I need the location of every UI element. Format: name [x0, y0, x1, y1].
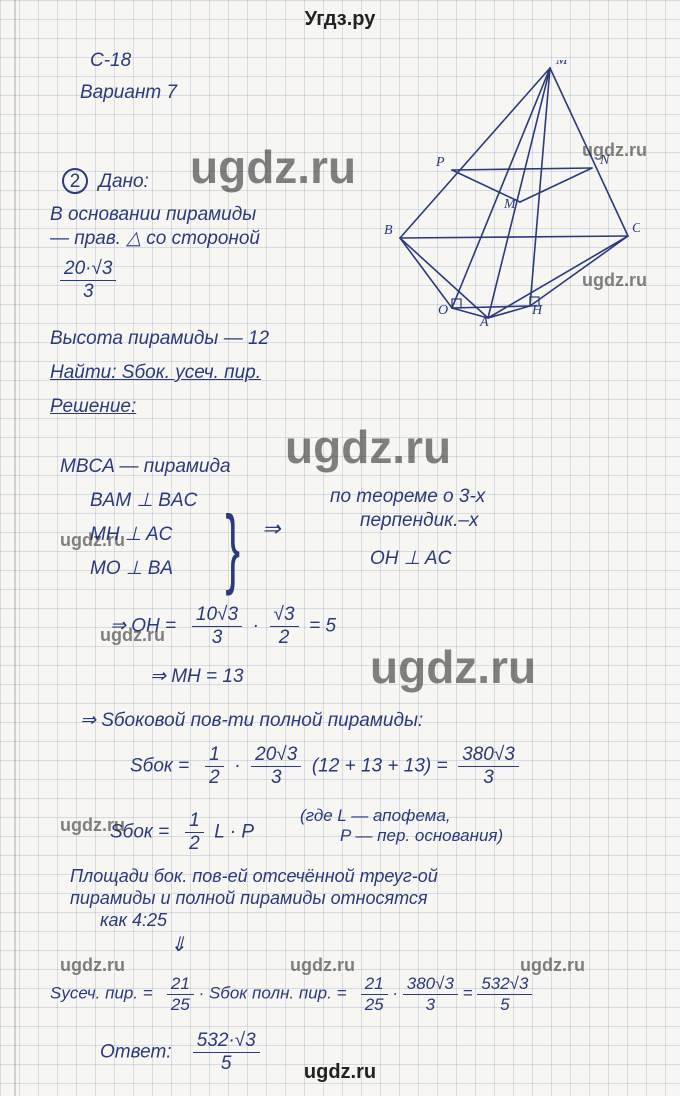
- frac2-num: 10√3: [192, 604, 242, 627]
- brace-icon: }: [225, 516, 240, 578]
- side-fraction: 20·√3 3: [60, 258, 116, 303]
- sbok2-eq: Sбок =: [110, 821, 169, 842]
- arrow-down-icon: ⇓: [170, 934, 187, 957]
- eq5: = 5: [309, 615, 336, 636]
- frac9-den: 25: [361, 995, 388, 1015]
- sbok-formula: Sбок = 1 2 · 20√3 3 (12 + 13 + 13) = 380…: [130, 744, 519, 789]
- heading-c18: С-18: [90, 50, 131, 72]
- paper-edge: [14, 0, 16, 1096]
- heading-variant: Вариант 7: [80, 82, 177, 104]
- given-label: Дано:: [99, 171, 149, 192]
- susech-eq: Sусеч. пир. =: [50, 984, 153, 1003]
- mh-line: ⇒ MH = 13: [150, 666, 244, 688]
- given-line-2: — прав. △ со стороной: [50, 228, 260, 250]
- theorem-perp: OH ⊥ AC: [370, 548, 451, 570]
- note-L: (где L — апофема,: [300, 806, 451, 826]
- sol-l12: MH ⊥ AC: [90, 524, 172, 546]
- LP: L · P: [214, 821, 254, 842]
- frac5-den: 3: [251, 767, 301, 789]
- frac8-den: 25: [167, 995, 194, 1015]
- site-footer: ugdz.ru: [0, 1061, 680, 1084]
- frac11-den: 5: [477, 995, 532, 1015]
- frac8-num: 21: [167, 974, 194, 995]
- answer-label: Ответ:: [100, 1041, 172, 1062]
- sol-l10: MBCA — пирамида: [60, 456, 231, 478]
- implies-1: ⇒: [262, 516, 280, 541]
- svg-text:O: O: [438, 303, 448, 318]
- frac6-num: 380√3: [458, 744, 519, 767]
- ratio-text-2: пирамиды и полной пирамиды относятся: [70, 888, 428, 909]
- svg-text:B: B: [384, 223, 393, 238]
- final-row: Sусеч. пир. = 21 25 · Sбок полн. пир. = …: [50, 974, 532, 1014]
- times-sbok: · Sбок полн. пир. =: [199, 984, 347, 1003]
- dot2: ·: [234, 755, 240, 776]
- sum: (12 + 13 + 13) =: [312, 755, 448, 776]
- svg-text:A: A: [479, 315, 489, 330]
- svg-text:P: P: [435, 155, 445, 170]
- frac3-den: 2: [270, 627, 299, 649]
- frac10-den: 3: [403, 995, 458, 1015]
- site-header: Угдз.ру: [0, 8, 680, 31]
- height-line: Высота пирамиды — 12: [50, 328, 269, 350]
- theorem-line-1: по теореме о 3-х: [330, 486, 485, 508]
- svg-text:H: H: [531, 303, 543, 318]
- frac9-num: 21: [361, 974, 388, 995]
- ratio-text-1: Площади бок. пов-ей отсечённой треуг-ой: [70, 866, 438, 887]
- svg-text:N: N: [599, 153, 610, 168]
- frac4-num: 1: [205, 744, 224, 767]
- sbok-eq: Sбок =: [130, 755, 189, 776]
- oh-eq: ⇒ OH =: [110, 615, 176, 636]
- frac10-num: 380√3: [403, 974, 458, 995]
- pyramid-diagram: M P N M B C O A H: [380, 60, 640, 330]
- ratio-text-3: как 4:25: [100, 910, 167, 931]
- frac4-den: 2: [205, 767, 224, 789]
- sbok-label: ⇒ Sбоковой пов-ти полной пирамиды:: [80, 710, 423, 732]
- svg-text:M: M: [555, 60, 569, 68]
- frac1-den: 3: [60, 281, 116, 303]
- theorem-line-2: перпендик.–х: [360, 510, 478, 532]
- sol-l13: MO ⊥ BA: [90, 558, 173, 580]
- frac12-num: 532·√3: [193, 1030, 260, 1053]
- dot3: ·: [392, 984, 398, 1003]
- svg-text:C: C: [632, 221, 640, 236]
- frac7-den: 2: [185, 833, 204, 855]
- eq-final: =: [463, 984, 473, 1003]
- frac3-num: √3: [270, 604, 299, 627]
- given-line-1: В основании пирамиды: [50, 204, 256, 226]
- frac2-den: 3: [192, 627, 242, 649]
- task-number-row: 2 Дано:: [62, 168, 149, 194]
- solution-label: Решение:: [50, 396, 136, 418]
- note-P: P — пер. основания): [340, 826, 503, 846]
- oh-row: ⇒ OH = 10√3 3 · √3 2 = 5: [110, 604, 336, 649]
- frac1-num: 20·√3: [60, 258, 116, 281]
- sbok-general: Sбок = 1 2 L · P: [110, 810, 254, 855]
- sol-l11: BAM ⊥ BAC: [90, 490, 197, 512]
- svg-text:M: M: [503, 197, 517, 212]
- find-line: Найти: Sбок. усеч. пир.: [50, 362, 261, 384]
- task-number: 2: [62, 168, 88, 194]
- frac11-num: 532√3: [477, 974, 532, 995]
- frac7-num: 1: [185, 810, 204, 833]
- frac6-den: 3: [458, 767, 519, 789]
- frac5-num: 20√3: [251, 744, 301, 767]
- dot1: ·: [253, 615, 259, 636]
